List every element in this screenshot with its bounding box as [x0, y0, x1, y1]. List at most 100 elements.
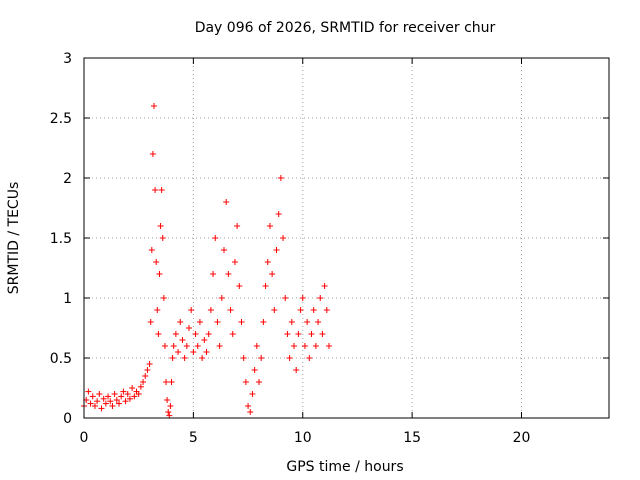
data-point: [170, 343, 177, 349]
x-tick-label: 20: [513, 430, 531, 446]
data-point: [181, 355, 188, 361]
y-tick-labels: 0 0.5 1 1.5 2 2.5 3: [50, 51, 72, 427]
data-point: [260, 319, 267, 325]
x-tick-label: 0: [80, 430, 89, 446]
data-point: [100, 395, 107, 402]
data-point: [157, 223, 164, 229]
data-point: [308, 331, 315, 337]
data-point: [319, 331, 326, 337]
data-point: [156, 271, 163, 277]
data-point: [306, 355, 313, 361]
data-point: [151, 103, 157, 109]
data-point: [258, 355, 265, 361]
data-point: [186, 325, 192, 331]
data-point: [109, 403, 116, 409]
data-point: [196, 319, 203, 325]
data-point: [253, 343, 260, 349]
y-tick-label: 2: [63, 171, 72, 187]
data-point: [214, 319, 221, 325]
data-point: [236, 283, 243, 289]
data-point: [190, 349, 197, 355]
y-tick-label: 1: [63, 291, 72, 307]
data-point: [273, 247, 280, 253]
axis-ticks: [83, 57, 609, 419]
y-tick-label: 0.5: [50, 351, 72, 367]
data-point: [102, 400, 109, 407]
data-point: [199, 355, 206, 361]
data-point: [155, 331, 162, 337]
data-point: [321, 283, 328, 289]
data-points: [81, 103, 332, 419]
data-point: [264, 259, 271, 265]
data-point: [135, 391, 142, 397]
data-point: [105, 393, 112, 400]
data-point: [203, 349, 210, 355]
data-point: [126, 395, 133, 402]
data-point: [266, 223, 273, 229]
data-point: [192, 331, 199, 337]
data-point: [221, 247, 227, 253]
data-point: [326, 343, 332, 349]
data-point: [288, 319, 295, 325]
data-point: [225, 271, 232, 277]
data-point: [238, 319, 245, 325]
data-point: [94, 398, 101, 405]
data-point: [317, 295, 324, 301]
data-point: [262, 283, 269, 289]
data-point: [280, 235, 287, 241]
data-point: [164, 397, 171, 403]
data-point: [168, 379, 175, 385]
data-point: [227, 307, 234, 313]
y-tick-label: 2.5: [50, 111, 72, 127]
data-point: [183, 343, 190, 349]
data-point: [161, 343, 168, 349]
data-point: [87, 400, 94, 407]
data-point: [149, 151, 156, 157]
data-point: [146, 361, 153, 367]
data-point: [194, 343, 201, 349]
data-point: [245, 403, 252, 409]
data-point: [152, 187, 159, 193]
x-tick-label: 15: [403, 430, 421, 446]
data-point: [271, 307, 278, 313]
data-point: [169, 355, 176, 361]
data-point: [111, 391, 118, 397]
data-point: [282, 295, 289, 301]
data-point: [231, 259, 238, 265]
y-tick-label: 1.5: [50, 231, 72, 247]
data-point: [286, 355, 293, 361]
data-point: [216, 343, 223, 349]
data-point: [210, 271, 217, 277]
data-point: [107, 398, 114, 405]
data-point: [256, 379, 262, 385]
data-point: [142, 373, 149, 379]
data-point: [177, 319, 184, 325]
data-point: [284, 331, 291, 337]
data-point: [295, 331, 302, 337]
data-point: [304, 319, 311, 325]
data-point: [148, 247, 155, 253]
data-point: [172, 331, 179, 337]
data-point: [312, 343, 319, 349]
data-point: [310, 307, 317, 313]
x-tick-label: 10: [294, 430, 312, 446]
data-point: [91, 403, 98, 409]
data-point: [299, 295, 306, 301]
data-point: [218, 295, 225, 301]
data-point: [297, 307, 304, 313]
data-point: [207, 307, 214, 313]
data-point: [234, 223, 241, 229]
data-point: [116, 400, 122, 407]
data-point: [120, 388, 127, 395]
data-point: [240, 355, 247, 361]
data-point: [158, 187, 165, 193]
data-point: [323, 307, 330, 313]
data-point: [153, 259, 160, 265]
data-point: [129, 385, 136, 391]
x-axis-label: GPS time / hours: [286, 459, 403, 475]
y-tick-label: 0: [63, 411, 72, 427]
data-point: [147, 319, 154, 325]
data-point: [175, 349, 182, 355]
data-point: [124, 391, 131, 397]
